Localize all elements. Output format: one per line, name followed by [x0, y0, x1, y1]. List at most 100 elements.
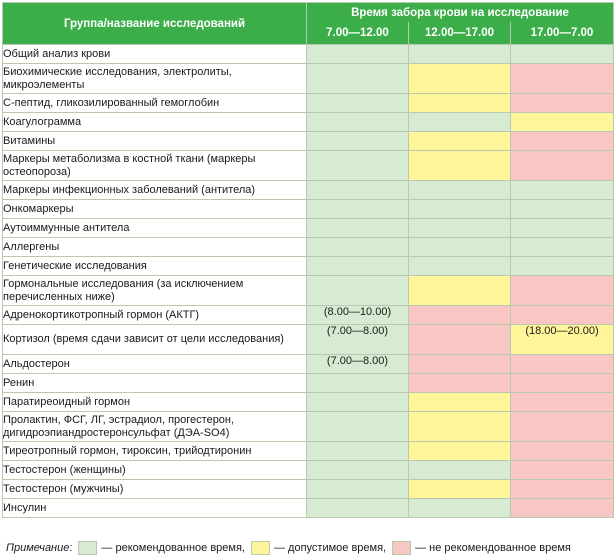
time-cell [408, 180, 511, 200]
row-name: Онкомаркеры [2, 199, 307, 219]
table-row: Общий анализ крови [2, 44, 615, 64]
time-cell: (7.00—8.00) [306, 324, 409, 355]
time-cell [306, 150, 409, 181]
header-slot-day: 12.00—17.00 [408, 22, 511, 46]
table-row: Онкомаркеры [2, 199, 615, 219]
row-name: Тиреотропный гормон, тироксин, трийодтир… [2, 441, 307, 461]
time-cell [306, 373, 409, 393]
time-cell [306, 256, 409, 276]
time-cell [306, 275, 409, 306]
row-name: Паратиреоидный гормон [2, 392, 307, 412]
table-row: Витамины [2, 131, 615, 151]
time-cell [509, 305, 615, 325]
time-cell [408, 237, 511, 257]
header-time: Время забора крови на исследование [305, 2, 615, 23]
row-name: Биохимические исследования, электролиты,… [2, 63, 307, 94]
time-cell: (7.00—8.00) [306, 354, 409, 374]
time-cell [509, 275, 615, 306]
row-name: Адренокортикотропный гормон (АКТГ) [2, 305, 307, 325]
time-cell [408, 218, 511, 238]
table-row: Аллергены [2, 237, 615, 257]
time-cell [306, 441, 409, 461]
time-cell [408, 44, 511, 64]
table-row: Инсулин [2, 498, 615, 518]
row-name: Пролактин, ФСГ, ЛГ, эстрадиол, прогестер… [2, 411, 307, 442]
time-cell [509, 392, 615, 412]
row-name: Витамины [2, 131, 307, 151]
time-cell [509, 354, 615, 374]
time-cell [306, 112, 409, 132]
time-cell [509, 63, 615, 94]
row-name: Маркеры инфекционных заболеваний (антите… [2, 180, 307, 200]
time-cell [509, 479, 615, 499]
time-cell [509, 237, 615, 257]
row-name: С-пептид, гликозилированный гемоглобин [2, 93, 307, 113]
header-slot-evening: 17.00—7.00 [509, 22, 615, 46]
time-cell [408, 498, 511, 518]
row-name: Альдостерон [2, 354, 307, 374]
time-cell [408, 199, 511, 219]
header-slot-morning: 7.00—12.00 [306, 22, 409, 46]
table-body: Общий анализ крови Биохимические исследов… [2, 44, 615, 518]
time-cell [408, 324, 511, 355]
time-cell [306, 44, 409, 64]
time-cell [306, 392, 409, 412]
time-cell [408, 93, 511, 113]
time-cell [306, 411, 409, 442]
time-cell [306, 498, 409, 518]
row-name: Генетические исследования [2, 256, 307, 276]
time-cell [509, 93, 615, 113]
time-cell [408, 275, 511, 306]
time-cell [408, 373, 511, 393]
time-cell [509, 218, 615, 238]
legend-acceptable: — допустимое время, [274, 542, 387, 554]
row-name: Аутоиммунные антитела [2, 218, 307, 238]
row-name: Тестостерон (женщины) [2, 460, 307, 480]
header-group-name: Группа/название исследований [2, 2, 307, 45]
time-cell [509, 131, 615, 151]
time-cell [306, 218, 409, 238]
time-cell [509, 256, 615, 276]
time-cell [509, 411, 615, 442]
blood-sampling-time-table: Группа/название исследований Время забор… [2, 2, 615, 518]
time-cell: (8.00—10.00) [306, 305, 409, 325]
time-cell [408, 460, 511, 480]
time-cell [306, 479, 409, 499]
table-row: Аутоиммунные антитела [2, 218, 615, 238]
time-cell [509, 460, 615, 480]
table-row: Кортизол (время сдачи зависит от цели ис… [2, 324, 615, 355]
table-row: Пролактин, ФСГ, ЛГ, эстрадиол, прогестер… [2, 411, 615, 442]
time-cell [408, 131, 511, 151]
time-cell [408, 112, 511, 132]
table-row: Тестостерон (мужчины) [2, 479, 615, 499]
time-cell [306, 199, 409, 219]
time-cell [408, 479, 511, 499]
note-colon: : [69, 542, 73, 554]
time-cell [509, 112, 615, 132]
row-name: Общий анализ крови [2, 44, 307, 64]
time-cell [306, 93, 409, 113]
time-cell [408, 256, 511, 276]
table-row: Маркеры инфекционных заболеваний (антите… [2, 180, 615, 200]
table-row: Паратиреоидный гормон [2, 392, 615, 412]
row-name: Ренин [2, 373, 307, 393]
row-name: Коагулограмма [2, 112, 307, 132]
time-cell [408, 392, 511, 412]
row-name: Маркеры метаболизма в костной ткани (мар… [2, 150, 307, 181]
time-cell [509, 441, 615, 461]
table-row: С-пептид, гликозилированный гемоглобин [2, 93, 615, 113]
time-cell [306, 180, 409, 200]
time-cell [408, 354, 511, 374]
legend-swatch-acceptable [251, 541, 270, 555]
time-cell: (18.00—20.00) [509, 324, 615, 355]
legend-swatch-recommended [78, 541, 98, 555]
time-cell [408, 63, 511, 94]
table-row: Ренин [2, 373, 615, 393]
time-cell [408, 441, 511, 461]
time-cell [306, 131, 409, 151]
row-name: Гормональные исследования (за исключение… [2, 275, 307, 306]
time-cell [306, 460, 409, 480]
table-row: Гормональные исследования (за исключение… [2, 275, 615, 306]
row-name: Тестостерон (мужчины) [2, 479, 307, 499]
